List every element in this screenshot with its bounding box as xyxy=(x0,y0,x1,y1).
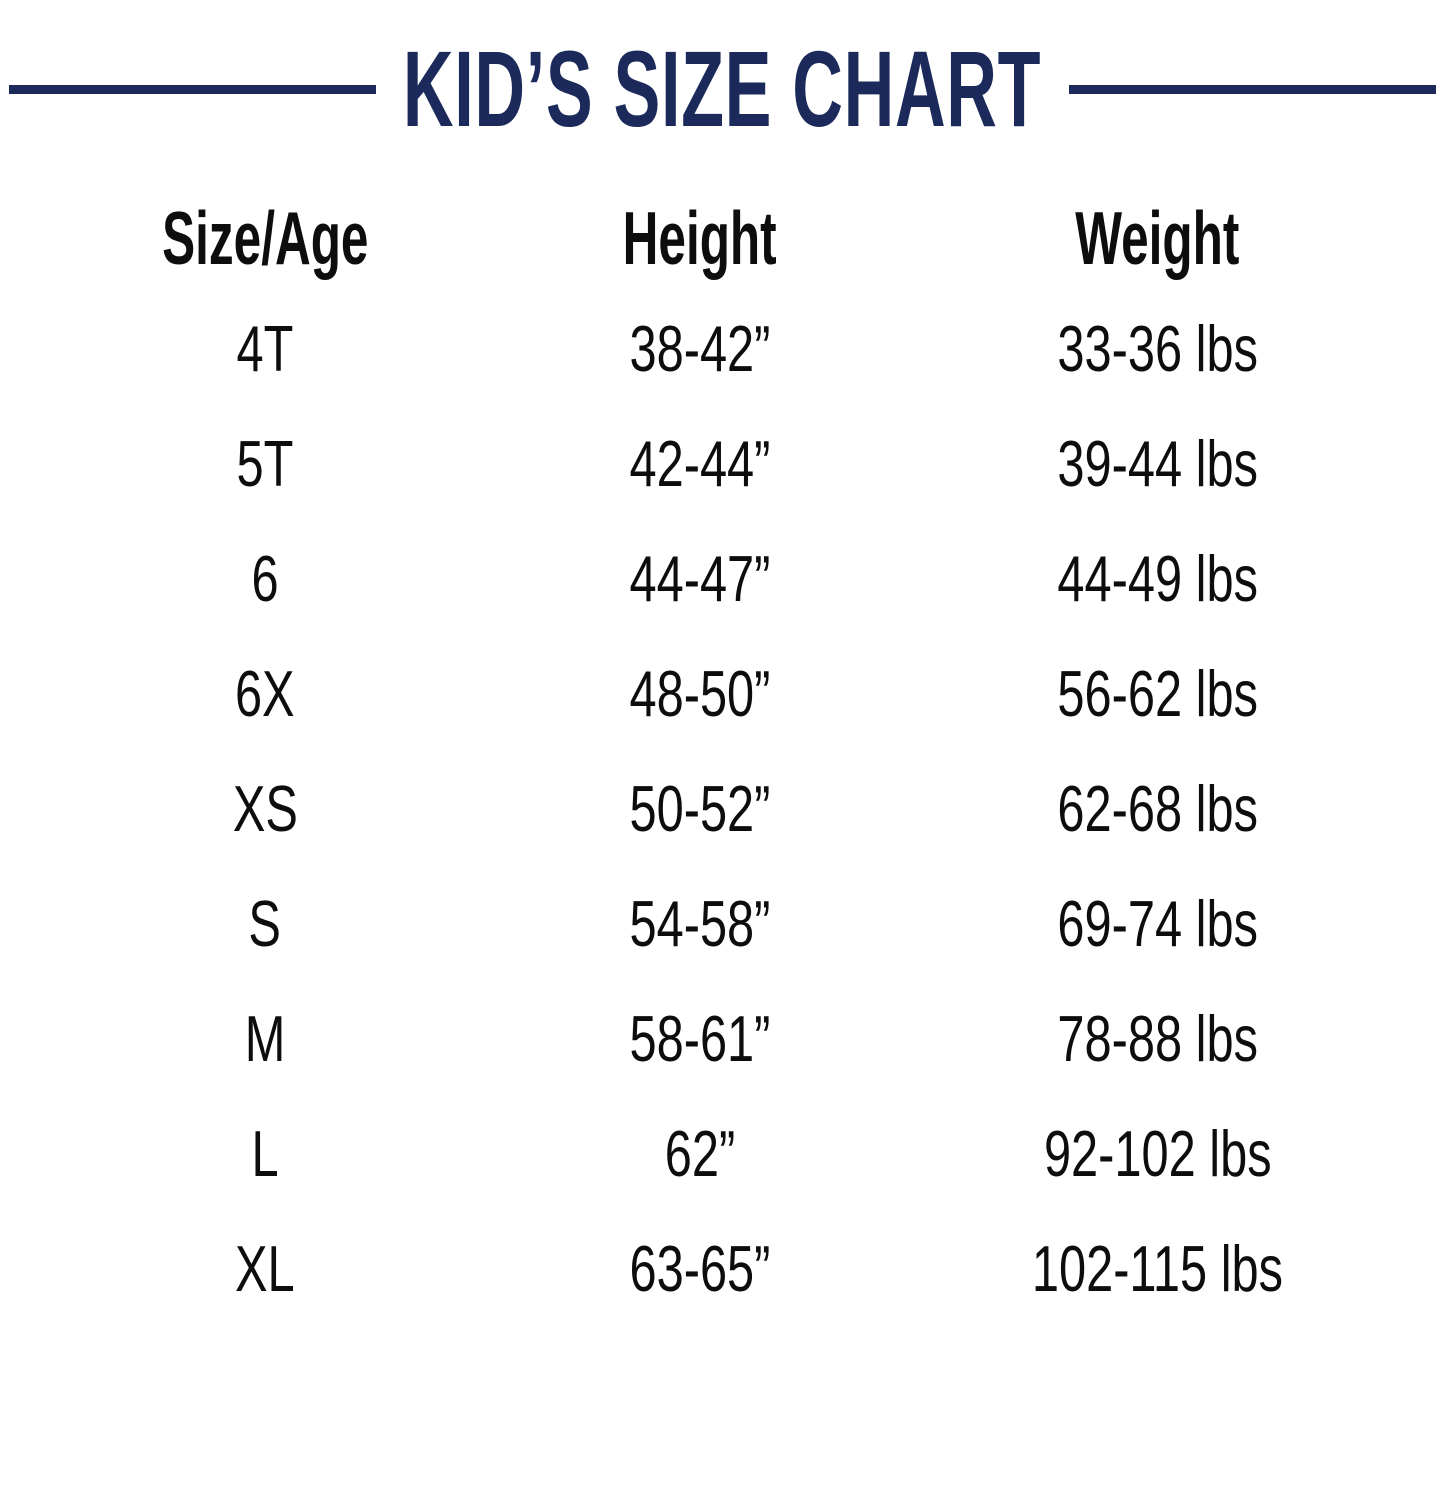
size-cell: 5T xyxy=(0,406,530,521)
page-title: KID’S SIZE CHART xyxy=(403,28,1042,149)
height-value: 50-52” xyxy=(629,772,771,845)
size-value: L xyxy=(251,1117,279,1190)
height-cell: 44-47” xyxy=(530,521,870,636)
height-value: 63-65” xyxy=(629,1232,771,1305)
height-value: 42-44” xyxy=(629,427,771,500)
height-value: 58-61” xyxy=(629,1002,771,1075)
size-value: M xyxy=(244,1002,286,1075)
height-cell: 50-52” xyxy=(530,751,870,866)
size-cell: M xyxy=(0,981,530,1096)
size-cell: S xyxy=(0,866,530,981)
size-value: 4T xyxy=(236,312,294,385)
weight-value: 69-74 lbs xyxy=(1057,887,1258,960)
weight-value: 62-68 lbs xyxy=(1057,772,1258,845)
title-rule-right xyxy=(1068,84,1437,94)
title-rule-left xyxy=(9,84,377,94)
height-cell: 58-61” xyxy=(530,981,870,1096)
weight-value: 78-88 lbs xyxy=(1057,1002,1258,1075)
weight-value: 92-102 lbs xyxy=(1043,1117,1272,1190)
size-cell: XL xyxy=(0,1211,530,1326)
height-value: 38-42” xyxy=(629,312,771,385)
weight-cell: 44-49 lbs xyxy=(870,521,1445,636)
size-value: 6 xyxy=(251,542,279,615)
column-header-label: Size/Age xyxy=(161,195,369,280)
column-header-label: Weight xyxy=(1075,195,1240,280)
height-value: 62” xyxy=(664,1117,736,1190)
size-value: XL xyxy=(235,1232,295,1305)
weight-value: 44-49 lbs xyxy=(1057,542,1258,615)
weight-cell: 33-36 lbs xyxy=(870,291,1445,406)
height-cell: 62” xyxy=(530,1096,870,1211)
weight-value: 39-44 lbs xyxy=(1057,427,1258,500)
size-value: 5T xyxy=(236,427,294,500)
title-band: KID’S SIZE CHART xyxy=(0,35,1445,143)
weight-cell: 56-62 lbs xyxy=(870,636,1445,751)
weight-cell: 78-88 lbs xyxy=(870,981,1445,1096)
size-value: S xyxy=(248,887,282,960)
weight-value: 56-62 lbs xyxy=(1057,657,1258,730)
height-value: 44-47” xyxy=(629,542,771,615)
size-cell: 6X xyxy=(0,636,530,751)
size-cell: 6 xyxy=(0,521,530,636)
height-cell: 63-65” xyxy=(530,1211,870,1326)
kids-size-chart-page: KID’S SIZE CHART Size/Age Height Weight … xyxy=(0,35,1445,1491)
height-cell: 38-42” xyxy=(530,291,870,406)
size-table: Size/Age Height Weight 4T 38-42” 33-36 l… xyxy=(0,185,1445,1326)
size-cell: L xyxy=(0,1096,530,1211)
weight-value: 33-36 lbs xyxy=(1057,312,1258,385)
weight-cell: 102-115 lbs xyxy=(870,1211,1445,1326)
height-cell: 54-58” xyxy=(530,866,870,981)
height-value: 54-58” xyxy=(629,887,771,960)
column-header-weight: Weight xyxy=(870,185,1445,291)
height-value: 48-50” xyxy=(629,657,771,730)
weight-cell: 69-74 lbs xyxy=(870,866,1445,981)
weight-cell: 92-102 lbs xyxy=(870,1096,1445,1211)
weight-value: 102-115 lbs xyxy=(1031,1232,1284,1305)
column-header-height: Height xyxy=(530,185,870,291)
weight-cell: 62-68 lbs xyxy=(870,751,1445,866)
size-cell: XS xyxy=(0,751,530,866)
height-cell: 42-44” xyxy=(530,406,870,521)
size-cell: 4T xyxy=(0,291,530,406)
size-value: 6X xyxy=(235,657,295,730)
weight-cell: 39-44 lbs xyxy=(870,406,1445,521)
column-header-size-age: Size/Age xyxy=(0,185,530,291)
height-cell: 48-50” xyxy=(530,636,870,751)
column-header-label: Height xyxy=(622,195,777,280)
size-value: XS xyxy=(232,772,298,845)
